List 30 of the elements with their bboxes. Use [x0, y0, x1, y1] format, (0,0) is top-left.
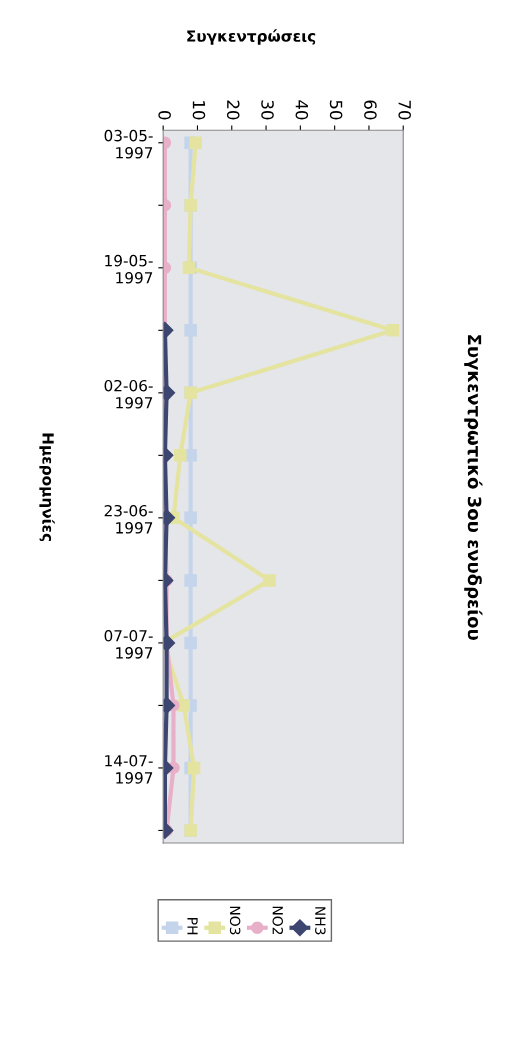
y-tick-label: 07-07-1997 — [104, 629, 153, 659]
x-tick-label: 70 — [398, 100, 411, 120]
point — [189, 136, 203, 150]
legend-label: NO2 — [272, 906, 283, 935]
legend-label: NO3 — [229, 906, 241, 935]
x-tick-label: 10 — [192, 101, 206, 120]
x-tick-label: 0 — [158, 111, 171, 120]
legend-label: NH3 — [315, 907, 326, 935]
y-axis-title: Ημερομηνίες — [39, 433, 55, 542]
x-tick-label: 40 — [295, 100, 309, 120]
y-tick-label: 23-06-1997 — [104, 504, 153, 534]
text: Συγκεντρωτικό 3ου ενυδρείου — [464, 335, 483, 640]
y-tick-label: 14-07-1997 — [105, 755, 153, 784]
y-tick-label: 19-05-1997 — [105, 254, 153, 284]
y-tick-label: 03-05-1997 — [104, 129, 153, 159]
point — [184, 636, 197, 650]
point — [177, 699, 191, 712]
x-tick-label: 30 — [261, 100, 274, 120]
point — [263, 574, 276, 587]
x-tick-label: 60 — [364, 100, 377, 120]
y-tick-label: 02-06-1997 — [104, 379, 153, 409]
point — [187, 761, 201, 775]
point — [184, 324, 197, 337]
x-tick-label: 50 — [329, 100, 343, 120]
point — [184, 511, 197, 525]
point — [184, 574, 197, 587]
x-axis-title: Συγκεντρώσεις — [187, 29, 316, 45]
point — [174, 449, 187, 462]
legend-label: PH — [187, 918, 198, 935]
x-tick-label: 20 — [226, 100, 240, 120]
